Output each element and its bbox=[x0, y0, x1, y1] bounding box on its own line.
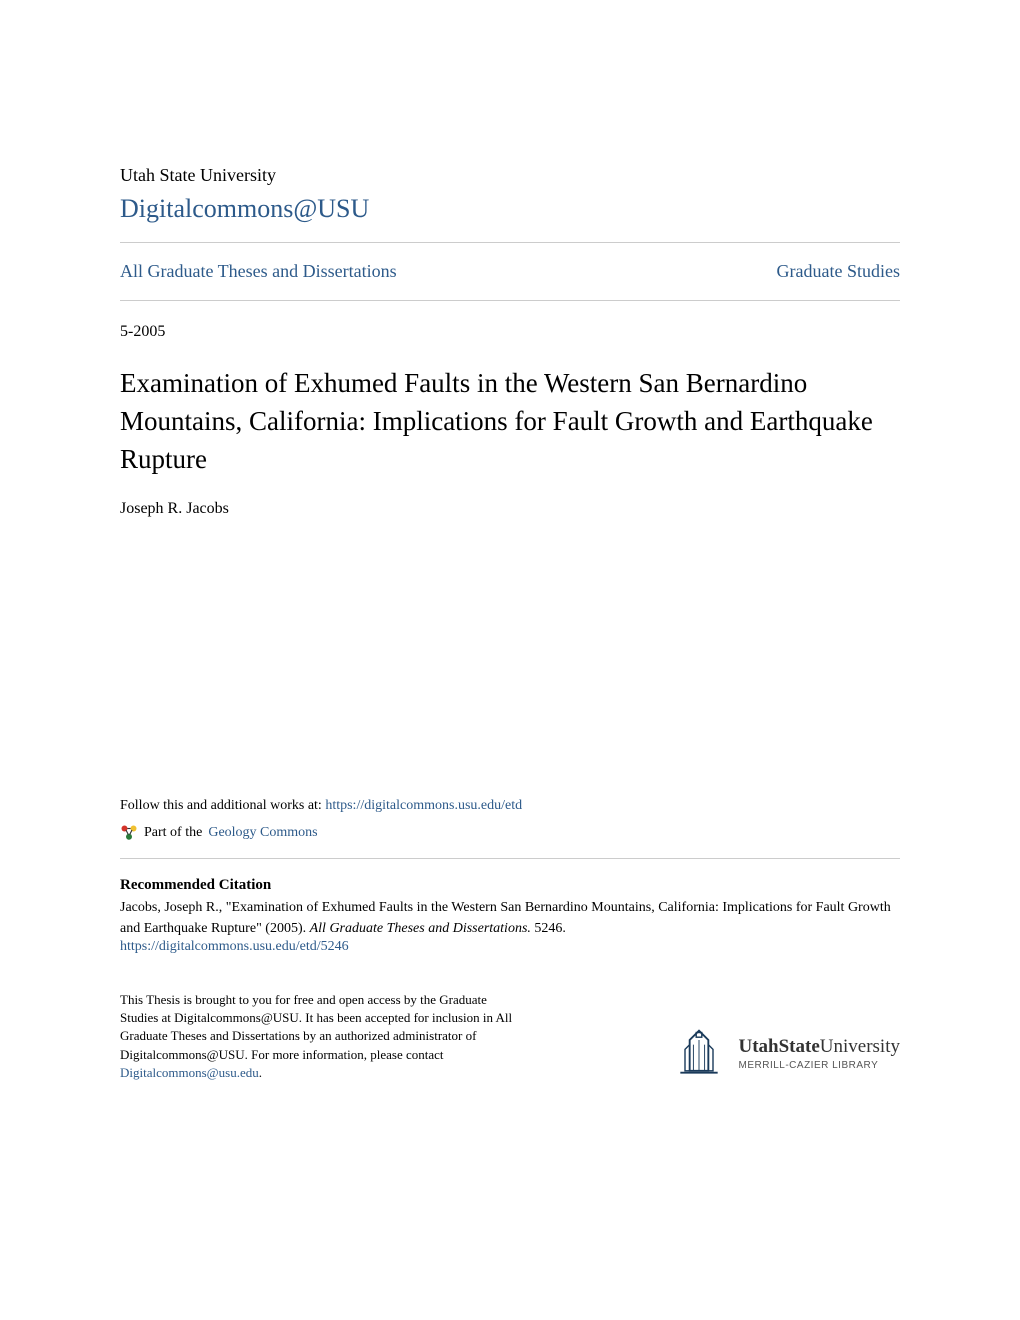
access-text-before: This Thesis is brought to you for free a… bbox=[120, 992, 512, 1062]
author-name: Joseph R. Jacobs bbox=[120, 500, 900, 518]
commons-link[interactable]: Geology Commons bbox=[208, 825, 317, 841]
part-of-section: Part of the Geology Commons bbox=[120, 824, 900, 842]
citation-series-title: All Graduate Theses and Dissertations. bbox=[310, 921, 531, 936]
citation-text-after: 5246. bbox=[531, 921, 566, 936]
logo-library-name: MERRILL-CAZIER LIBRARY bbox=[739, 1060, 901, 1071]
divider-bottom bbox=[120, 300, 900, 301]
document-title: Examination of Exhumed Faults in the Wes… bbox=[120, 365, 900, 478]
divider-citation bbox=[120, 858, 900, 859]
building-icon bbox=[671, 1026, 727, 1082]
logo-text: UtahStateUniversity MERRILL-CAZIER LIBRA… bbox=[739, 1036, 901, 1071]
logo-light-part: University bbox=[820, 1036, 900, 1057]
follow-prefix: Follow this and additional works at: bbox=[120, 798, 325, 813]
library-logo: UtahStateUniversity MERRILL-CAZIER LIBRA… bbox=[671, 1026, 901, 1082]
contact-email-link[interactable]: Digitalcommons@usu.edu bbox=[120, 1065, 259, 1080]
graduate-studies-link[interactable]: Graduate Studies bbox=[777, 261, 900, 282]
university-name: Utah State University bbox=[120, 165, 900, 186]
citation-url-link[interactable]: https://digitalcommons.usu.edu/etd/5246 bbox=[120, 939, 900, 955]
collection-link[interactable]: All Graduate Theses and Dissertations bbox=[120, 261, 397, 282]
access-text-after: . bbox=[259, 1065, 262, 1080]
follow-link[interactable]: https://digitalcommons.usu.edu/etd bbox=[325, 798, 522, 813]
citation-heading: Recommended Citation bbox=[120, 877, 900, 894]
publication-date: 5-2005 bbox=[120, 323, 900, 341]
footer-row: This Thesis is brought to you for free a… bbox=[120, 991, 900, 1082]
breadcrumb-nav: All Graduate Theses and Dissertations Gr… bbox=[120, 243, 900, 300]
network-icon bbox=[120, 824, 138, 842]
repository-link[interactable]: Digitalcommons@USU bbox=[120, 194, 900, 224]
logo-bold-part: UtahState bbox=[739, 1036, 820, 1057]
follow-section: Follow this and additional works at: htt… bbox=[120, 798, 900, 814]
citation-body: Jacobs, Joseph R., "Examination of Exhum… bbox=[120, 898, 900, 939]
part-of-prefix: Part of the bbox=[144, 825, 202, 841]
access-statement: This Thesis is brought to you for free a… bbox=[120, 991, 520, 1082]
logo-university-name: UtahStateUniversity bbox=[739, 1036, 901, 1058]
